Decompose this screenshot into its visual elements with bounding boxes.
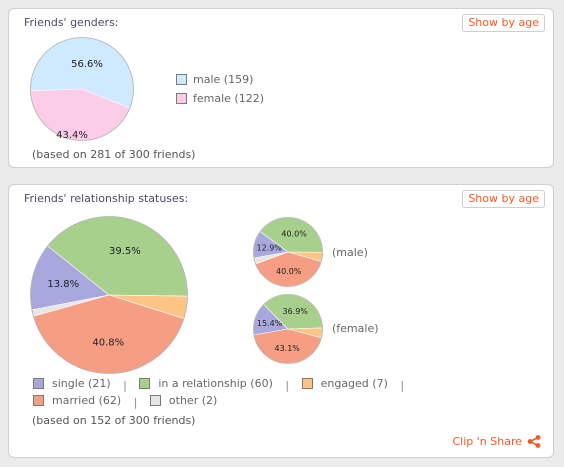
rel-all-outline [30, 216, 188, 374]
married-swatch [33, 395, 44, 406]
relationship-pie-male: 12.9% 40.0% 40.0% [253, 217, 323, 287]
gender-pie-outline [30, 37, 134, 141]
relationship-pie-female: 15.4% 36.9% 43.1% [253, 294, 323, 364]
engaged-legend-label: engaged (7) [320, 377, 388, 390]
rel-female-label-married: 43.1% [274, 344, 300, 353]
relations-footnote: (based on 152 of 300 friends) [32, 414, 196, 427]
single-legend-label: single (21) [52, 377, 111, 390]
female-swatch [176, 93, 187, 104]
relationship-pie-all: 13.8% 39.5% 40.8% [30, 216, 188, 374]
relations-show-by-age-button[interactable]: Show by age [462, 190, 545, 208]
legend-item-single: single (21) [33, 377, 111, 390]
gender-label-female: 43.4% [56, 130, 88, 141]
rel-all-label-married: 40.8% [92, 338, 124, 349]
gender-label-male: 56.6% [71, 59, 103, 70]
legend-item-in-a-relationship: in a relationship (60) [139, 377, 273, 390]
male-swatch [176, 74, 187, 85]
female-pie-label: (female) [332, 322, 379, 335]
clip-n-share-label: Clip 'n Share [452, 435, 522, 448]
genders-footnote: (based on 281 of 300 friends) [32, 148, 196, 161]
legend-item-female: female (122) [176, 92, 264, 105]
genders-title: Friends' genders: [24, 16, 119, 29]
other-legend-label: other (2) [168, 394, 218, 407]
legend-item-other: other (2) [149, 394, 218, 407]
rel-male-outline [253, 217, 323, 287]
legend-item-male: male (159) [176, 73, 253, 86]
rel-female-label-in-a-relationship: 36.9% [282, 307, 308, 316]
gender-pie-chart: 56.6% 43.4% [30, 37, 134, 141]
male-legend-label: male (159) [193, 73, 254, 86]
relations-legend-row-2: married (62) | other (2) [33, 394, 217, 409]
relations-legend-row-1: single (21) | in a relationship (60) | e… [33, 377, 413, 392]
single-swatch [33, 378, 44, 389]
married-legend-label: married (62) [52, 394, 122, 407]
rel-all-label-in-a-relationship: 39.5% [109, 246, 141, 257]
rel-male-label-in-a-relationship: 40.0% [281, 230, 307, 239]
rel-all-label-single: 13.8% [47, 279, 79, 290]
share-icon [527, 435, 541, 448]
genders-panel: Friends' genders: Show by age 56.6% 43.4%… [8, 8, 554, 168]
legend-item-engaged: engaged (7) [301, 377, 388, 390]
rel-male-label-single: 12.9% [256, 243, 282, 252]
legend-item-married: married (62) [33, 394, 121, 407]
rel-female-label-single: 15.4% [257, 319, 283, 328]
legend-separator: | [123, 379, 127, 392]
engaged-swatch [301, 378, 313, 389]
other-swatch [149, 395, 161, 406]
relations-title: Friends' relationship statuses: [24, 192, 189, 205]
clip-n-share-link[interactable]: Clip 'n Share [452, 435, 541, 448]
genders-show-by-age-button[interactable]: Show by age [462, 14, 545, 32]
rel-female-outline [253, 294, 323, 364]
legend-separator: | [400, 379, 405, 392]
legend-separator: | [133, 396, 138, 409]
rel-male-label-married: 40.0% [276, 267, 302, 276]
in-a-relationship-legend-label: in a relationship (60) [158, 377, 273, 390]
relations-panel: Friends' relationship statuses: Show by … [8, 184, 554, 458]
female-legend-label: female (122) [193, 92, 264, 105]
male-pie-label: (male) [332, 246, 368, 259]
legend-separator: | [285, 379, 290, 392]
in-a-relationship-swatch [139, 378, 151, 389]
